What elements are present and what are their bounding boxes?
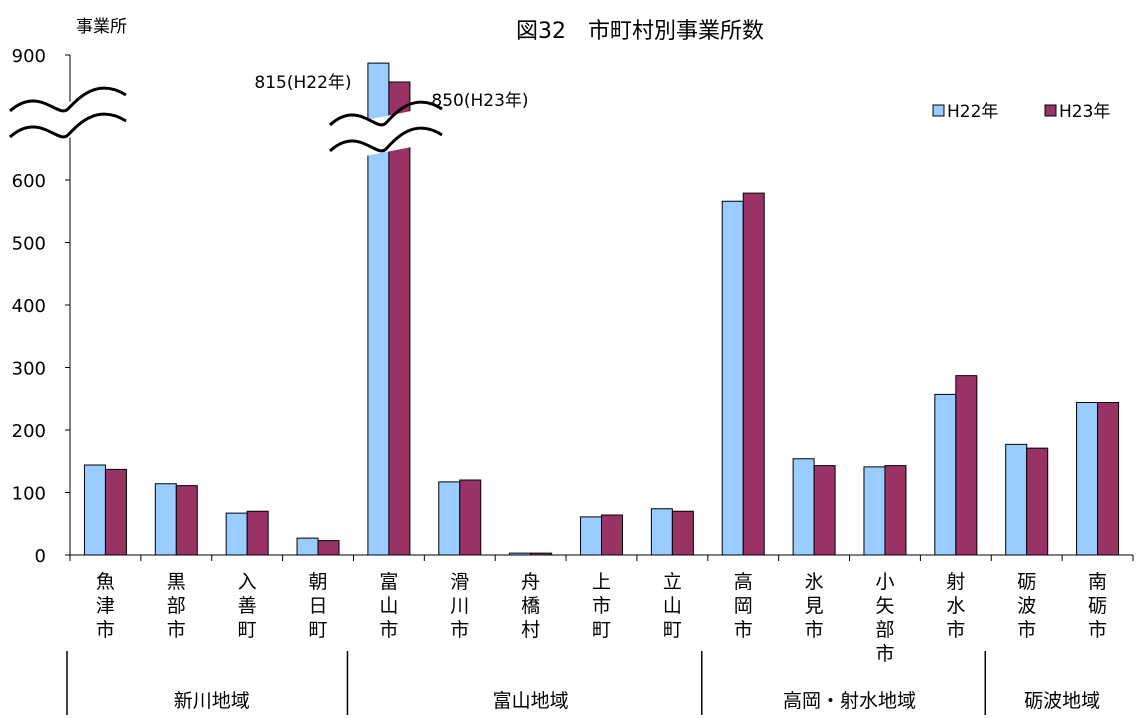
bar [1076, 402, 1099, 556]
bar [792, 458, 815, 556]
legend-swatch [932, 104, 945, 117]
y-tick-label: 400 [12, 296, 46, 317]
x-tick-label: 小矢部市 [875, 571, 894, 665]
bar [83, 464, 106, 556]
bar [104, 468, 127, 556]
bar [1005, 443, 1028, 556]
x-tick-label: 南砺市 [1088, 571, 1107, 641]
bar [154, 483, 177, 556]
bar [509, 552, 532, 556]
bar [317, 540, 340, 556]
bar-break-mark [328, 100, 443, 163]
y-tick-label: 500 [12, 234, 46, 255]
plot-area: 0 100 200 300 400 500 600 900 魚津市 黒部市 入善町 朝日町 富山市 滑川市… [8, 46, 1134, 665]
axis-break-line [8, 112, 127, 139]
bar [530, 552, 553, 556]
bar [742, 192, 765, 556]
group-label: 新川地域 [174, 690, 250, 712]
x-tick-label: 舟橋村 [521, 571, 540, 641]
bar [884, 465, 907, 556]
bar [721, 200, 744, 556]
bar [601, 514, 623, 556]
x-tick-label: 砺波市 [1017, 571, 1036, 641]
bar [388, 81, 411, 556]
bar [1026, 447, 1049, 556]
legend-swatch [1044, 104, 1057, 117]
bar [580, 516, 602, 556]
bar [438, 481, 461, 556]
bar [1097, 402, 1120, 556]
group-label: 高岡・射水地域 [783, 690, 916, 712]
x-tick-label: 氷見市 [805, 571, 824, 641]
y-tick-label: 0 [35, 546, 46, 567]
axis-break-gap [10, 91, 126, 149]
y-axis-label: 事業所 [76, 17, 127, 37]
bar [650, 508, 673, 556]
x-tick-label: 高岡市 [734, 571, 753, 641]
y-axis-break-mark [8, 86, 127, 149]
legend-label: H23年 [1059, 102, 1110, 122]
region-groups: 新川地域 富山地域 高岡・射水地域 砺波地域 [66, 651, 1100, 715]
bar [863, 466, 886, 556]
bar [175, 485, 198, 556]
annotation-h22-toyama: 815(H22年) [254, 73, 351, 93]
bar [813, 465, 836, 556]
bar [955, 375, 978, 556]
y-tick-label: 600 [12, 171, 46, 192]
group-label: 富山地域 [493, 690, 569, 712]
x-tick-label: 朝日町 [309, 571, 328, 641]
bar [246, 510, 269, 556]
x-tick-label: 立山町 [663, 571, 682, 641]
x-tick-label: 黒部市 [167, 571, 186, 641]
x-tick-label: 上市町 [592, 571, 611, 641]
bar [671, 510, 694, 556]
axis-break-line [8, 86, 127, 113]
y-tick-label: 100 [12, 484, 46, 505]
y-tick-label: 300 [12, 359, 46, 380]
x-tick-label: 射水市 [946, 571, 965, 641]
y-tick-label: 200 [12, 421, 46, 442]
axis-break-line [328, 126, 443, 153]
x-tick-label: 富山市 [379, 571, 398, 641]
legend: H22年 H23年 [932, 102, 1110, 122]
bar [296, 537, 319, 556]
bar [459, 479, 482, 556]
axis-break-gap [330, 105, 442, 163]
legend-label: H22年 [947, 102, 998, 122]
bar [934, 393, 957, 556]
x-tick-label: 入善町 [238, 571, 257, 641]
axis-break-line [328, 100, 443, 127]
annotation-h23-toyama: 850(H23年) [431, 91, 528, 111]
x-tick-label: 魚津市 [96, 571, 115, 641]
x-tick-label: 滑川市 [450, 571, 469, 641]
y-tick-label: 900 [12, 46, 46, 67]
chart-title: 図32 市町村別事業所数 [516, 19, 764, 44]
bar [225, 512, 248, 556]
group-label: 砺波地域 [1024, 690, 1100, 712]
